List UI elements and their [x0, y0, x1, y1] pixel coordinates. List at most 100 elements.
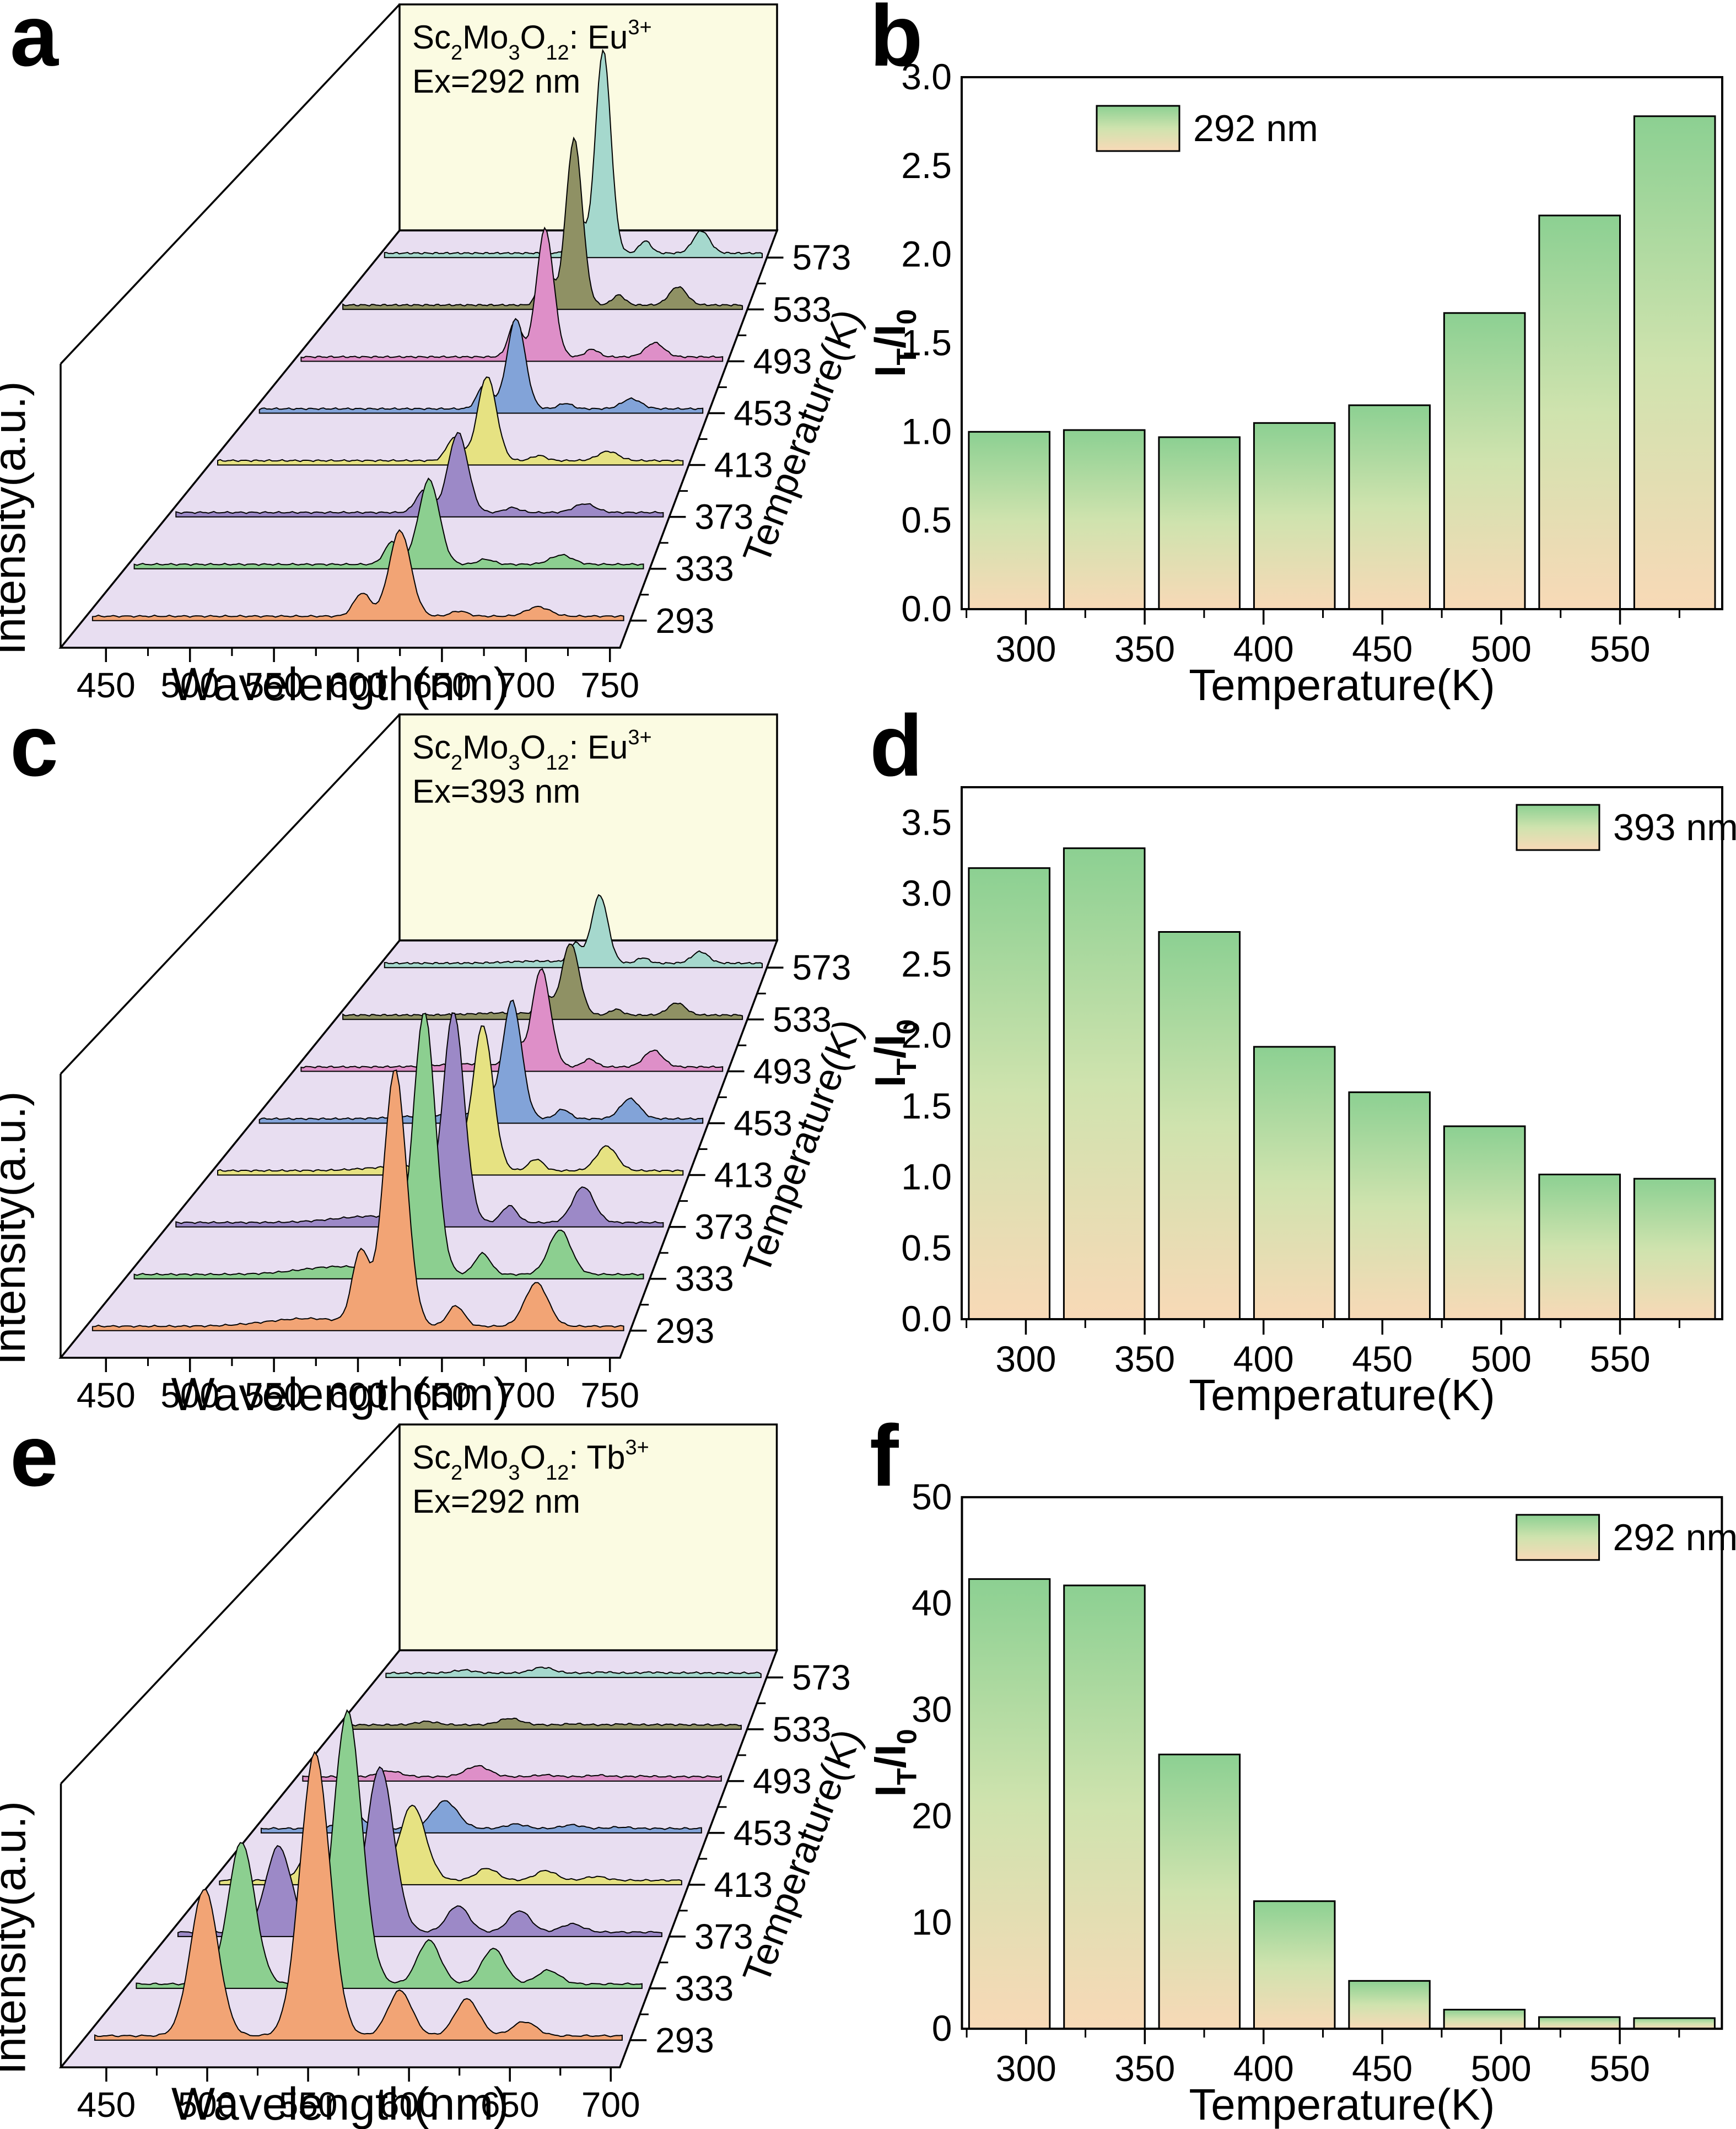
spectrum-293K [94, 1751, 623, 2041]
svg-text:293: 293 [655, 2020, 714, 2060]
legend: 292 nm [1096, 105, 1318, 152]
svg-text:350: 350 [1114, 1338, 1175, 1379]
svg-text:3.0: 3.0 [901, 56, 952, 97]
svg-text:1.0: 1.0 [901, 411, 952, 451]
svg-text:333: 333 [675, 549, 734, 589]
svg-text:293: 293 [656, 1311, 715, 1351]
rich-label: IT/I0 [866, 1019, 922, 1087]
y-axis-title: IT/I0 [866, 1019, 922, 1087]
x-axis-title: Temperature(K) [1189, 1370, 1495, 1420]
svg-text:Ex=292 nm: Ex=292 nm [412, 1483, 580, 1520]
svg-text:493: 493 [753, 341, 812, 381]
spectrum-413K [217, 376, 684, 466]
svg-text:413: 413 [714, 445, 773, 485]
panel-f-barchart: f 300 350 400 450 500 550 0 10 20 30 40 50 Temperatu… [860, 1412, 1736, 2129]
temperature-axis: 293 333 373 413 453 493 533 573 [630, 1658, 851, 2060]
svg-text:453: 453 [734, 394, 792, 433]
svg-text:1.5: 1.5 [901, 1085, 952, 1126]
wavelength-axis: 450 500 550 600 650 700 750 [77, 648, 639, 705]
svg-text:50: 50 [912, 1476, 952, 1517]
svg-text:700: 700 [581, 2085, 640, 2125]
svg-text:550: 550 [279, 2085, 338, 2125]
svg-text:550: 550 [1590, 1338, 1651, 1379]
svg-text:500: 500 [1471, 2048, 1532, 2089]
svg-text:2.0: 2.0 [901, 1014, 952, 1055]
bar-573K [1633, 2017, 1716, 2030]
x-axis-title: Wavelength(nm) [171, 658, 509, 710]
wavelength-axis: 450 500 550 600 650 700 [77, 2067, 640, 2125]
svg-text:573: 573 [792, 948, 851, 987]
panel-d-barchart: d 300 350 400 450 500 550 0.0 0.5 1.0 1.5 2.0 2.5 3.… [860, 702, 1736, 1420]
legend-label: 393 nm [1613, 807, 1736, 848]
svg-text:750: 750 [580, 1375, 639, 1415]
svg-text:373: 373 [694, 1917, 753, 1956]
bar-573K [1633, 1178, 1716, 1320]
panel-e-waterfall: e 450 500 550 600 650 700 293 333 373 413 453 493 53… [0, 1412, 869, 2129]
bar-413K [1253, 1900, 1336, 2030]
bar-333K [1063, 1584, 1146, 2030]
temperature-axis: 293 333 373 413 453 493 533 573 [630, 238, 851, 641]
plot-frame [961, 786, 1723, 1320]
svg-text:700: 700 [497, 1375, 556, 1415]
svg-text:700: 700 [497, 665, 556, 705]
back-wall [398, 3, 778, 232]
svg-text:500: 500 [160, 665, 219, 705]
svg-text:350: 350 [1114, 2048, 1175, 2089]
rich-label: IT/I0 [866, 309, 922, 377]
bar-533K [1538, 2016, 1621, 2030]
bars [968, 1578, 1716, 2030]
panel-c-chart: 450 500 550 600 650 700 750 293 333 373 413 453 493 5… [0, 713, 870, 1420]
x-axis: 300 350 400 450 500 550 [966, 1319, 1680, 1379]
svg-text:453: 453 [734, 1813, 792, 1853]
svg-text:0: 0 [932, 2008, 952, 2049]
svg-text:533: 533 [773, 999, 832, 1039]
svg-text:300: 300 [996, 2048, 1056, 2089]
y-axis-title: Intensity(a.u.) [0, 1092, 35, 1365]
y-axis-title: IT/I0 [866, 1729, 923, 1797]
svg-text:2.5: 2.5 [901, 145, 952, 186]
bar-493K [1443, 2008, 1526, 2030]
svg-text:650: 650 [413, 665, 472, 705]
svg-text:450: 450 [1352, 1338, 1412, 1379]
svg-text:550: 550 [1589, 2048, 1650, 2089]
svg-text:40: 40 [912, 1583, 952, 1623]
svg-text:600: 600 [328, 1375, 387, 1415]
svg-text:500: 500 [1471, 1338, 1532, 1379]
spectrum-533K [343, 1717, 742, 1730]
svg-text:533: 533 [773, 289, 832, 329]
svg-text:0.5: 0.5 [901, 1227, 952, 1268]
svg-text:550: 550 [245, 665, 304, 705]
y-axis-title: Intensity(a.u.) [0, 1801, 35, 2074]
legend: 393 nm [1516, 804, 1736, 851]
bar-413K [1253, 1046, 1336, 1320]
panel-e-chart: 450 500 550 600 650 700 293 333 373 413 453 493 533 5… [0, 1423, 869, 2129]
svg-text:0.0: 0.0 [901, 588, 952, 629]
panel-c-waterfall: c 450 500 550 600 650 700 750 293 333 373 413 453 49… [0, 702, 870, 1420]
x-axis-title: Wavelength(nm) [171, 1368, 509, 1420]
svg-text:600: 600 [380, 2085, 439, 2125]
svg-text:Ex=393 nm: Ex=393 nm [412, 773, 580, 810]
svg-text:500: 500 [178, 2085, 237, 2125]
svg-text:533: 533 [773, 1709, 832, 1749]
svg-text:450: 450 [77, 2085, 136, 2125]
svg-text:573: 573 [792, 1658, 851, 1697]
legend-swatch [1516, 804, 1600, 851]
panel-b-barchart: b 300 350 400 450 500 550 0.0 0.5 1.0 1.5 2.0 2.5 3.… [860, 0, 1736, 709]
svg-text:293: 293 [656, 601, 715, 641]
bar-293K [968, 867, 1050, 1320]
bar-573K [1633, 115, 1716, 610]
bar-453K [1348, 404, 1431, 610]
legend-label: 292 nm [1193, 107, 1318, 149]
back-wall [398, 713, 778, 942]
svg-text:453: 453 [734, 1104, 792, 1143]
svg-text:30: 30 [912, 1689, 952, 1730]
rich-label: IT/I0 [866, 1729, 923, 1797]
panel-letter-a: a [10, 0, 58, 84]
spectrum-293K [91, 529, 624, 621]
rich-label: Sc2Mo3O12: Tb3+ [412, 1436, 649, 1485]
svg-text:350: 350 [1114, 628, 1175, 669]
bar-373K [1158, 931, 1241, 1320]
bar-373K [1158, 436, 1241, 610]
frame-top-slant [60, 1423, 401, 1784]
svg-text:493: 493 [753, 1761, 812, 1801]
